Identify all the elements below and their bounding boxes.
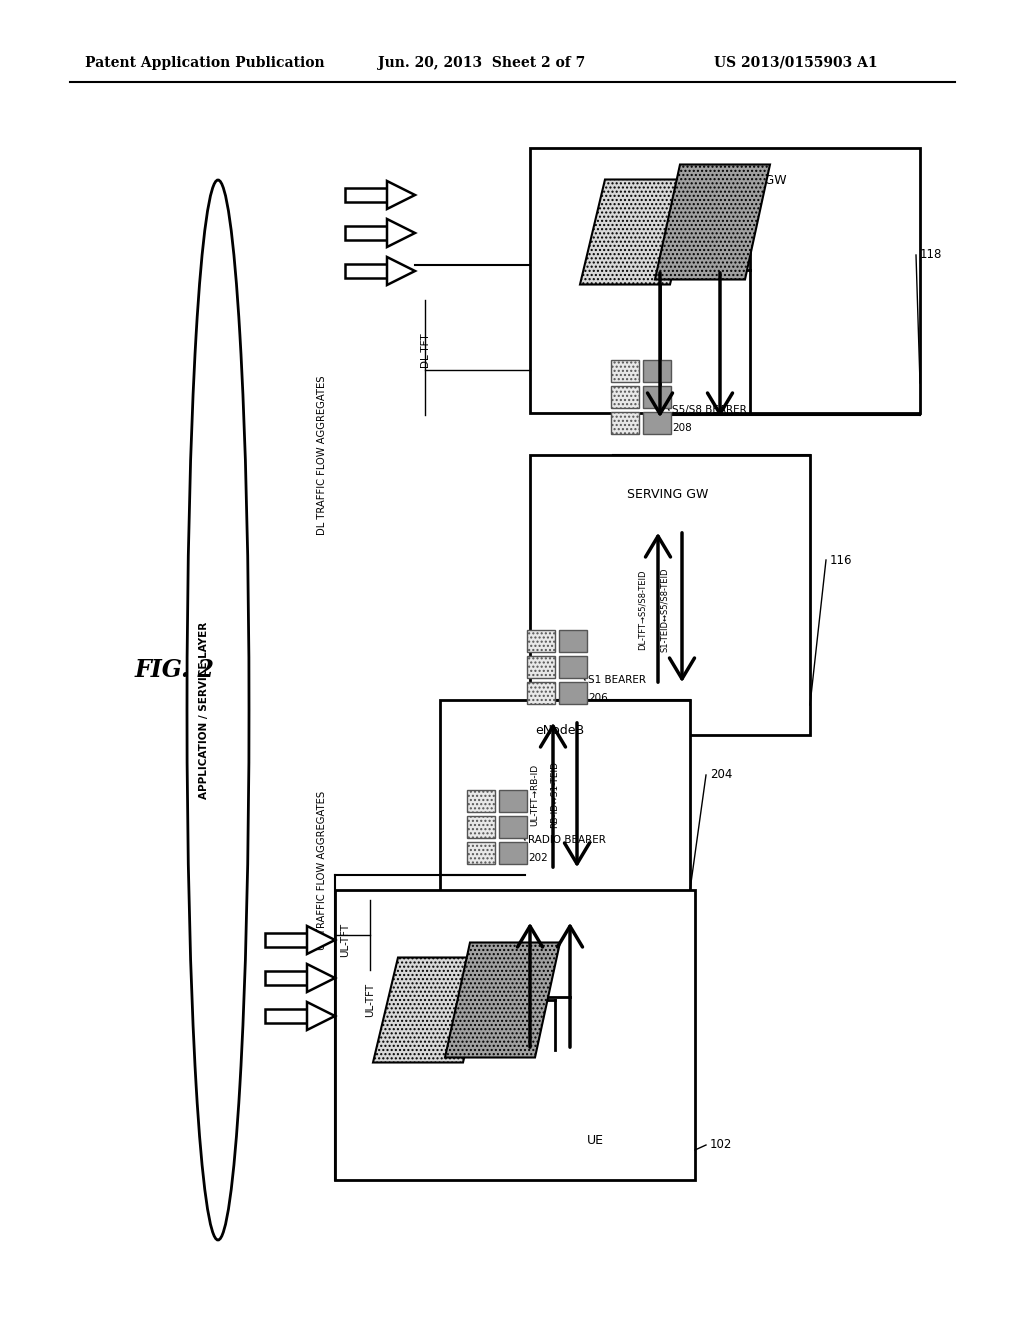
Polygon shape: [373, 957, 488, 1063]
Text: RB-ID↔S1-TEID: RB-ID↔S1-TEID: [551, 762, 559, 829]
Bar: [559, 656, 587, 678]
Bar: [611, 412, 639, 434]
Text: APPLICATION / SERVICE LAYER: APPLICATION / SERVICE LAYER: [199, 622, 209, 799]
Bar: [467, 842, 495, 865]
Text: 204: 204: [710, 768, 732, 781]
Bar: [265, 933, 307, 946]
Text: Patent Application Publication: Patent Application Publication: [85, 55, 325, 70]
Text: US 2013/0155903 A1: US 2013/0155903 A1: [714, 55, 878, 70]
Bar: [530, 148, 920, 413]
Bar: [499, 816, 527, 838]
Polygon shape: [307, 1002, 335, 1030]
Bar: [499, 842, 527, 865]
Bar: [527, 630, 555, 652]
Bar: [265, 972, 307, 985]
Bar: [527, 656, 555, 678]
Text: DL-TFT→S5/S8-TEID: DL-TFT→S5/S8-TEID: [638, 570, 646, 651]
Text: FIG. 2: FIG. 2: [135, 657, 215, 682]
Text: DL-TFT: DL-TFT: [420, 333, 430, 367]
Bar: [335, 890, 695, 1180]
Text: UL-TFT: UL-TFT: [340, 923, 350, 957]
Text: S1-TEID↔S5/S8-TEID: S1-TEID↔S5/S8-TEID: [660, 568, 670, 652]
Bar: [467, 816, 495, 838]
Text: 118: 118: [920, 248, 942, 261]
Bar: [527, 682, 555, 704]
Text: SERVING GW: SERVING GW: [628, 488, 709, 502]
Text: S5/S8 BEARER: S5/S8 BEARER: [672, 405, 746, 414]
Text: 116: 116: [830, 553, 853, 566]
Polygon shape: [387, 181, 415, 209]
Bar: [643, 385, 671, 408]
Polygon shape: [580, 180, 695, 285]
Text: S1 BEARER: S1 BEARER: [588, 675, 646, 685]
Text: PDN GW: PDN GW: [733, 173, 786, 186]
Bar: [559, 630, 587, 652]
Bar: [643, 412, 671, 434]
Bar: [611, 360, 639, 381]
Bar: [345, 264, 387, 279]
Bar: [440, 700, 690, 920]
Bar: [499, 789, 527, 812]
Polygon shape: [307, 964, 335, 993]
Text: RADIO BEARER: RADIO BEARER: [528, 836, 606, 845]
Bar: [265, 1008, 307, 1023]
Bar: [559, 682, 587, 704]
Text: Jun. 20, 2013  Sheet 2 of 7: Jun. 20, 2013 Sheet 2 of 7: [378, 55, 586, 70]
Polygon shape: [387, 257, 415, 285]
Bar: [345, 187, 387, 202]
Text: DL TRAFFIC FLOW AGGREGATES: DL TRAFFIC FLOW AGGREGATES: [317, 375, 327, 535]
Text: eNodeB: eNodeB: [536, 723, 585, 737]
Bar: [345, 226, 387, 240]
Polygon shape: [445, 942, 560, 1057]
Polygon shape: [307, 927, 335, 954]
Text: 206: 206: [588, 693, 608, 704]
Text: 202: 202: [528, 853, 548, 863]
Polygon shape: [655, 165, 770, 280]
Bar: [530, 455, 810, 735]
Text: 102: 102: [710, 1138, 732, 1151]
Text: UE: UE: [587, 1134, 603, 1147]
Text: UL-TFT: UL-TFT: [365, 983, 375, 1018]
Polygon shape: [387, 219, 415, 247]
Bar: [643, 360, 671, 381]
Text: 208: 208: [672, 422, 692, 433]
Text: UL TRAFFIC FLOW AGGREGATES: UL TRAFFIC FLOW AGGREGATES: [317, 791, 327, 949]
Bar: [467, 789, 495, 812]
Bar: [611, 385, 639, 408]
Text: UL-TFT→RB-ID: UL-TFT→RB-ID: [530, 764, 540, 826]
